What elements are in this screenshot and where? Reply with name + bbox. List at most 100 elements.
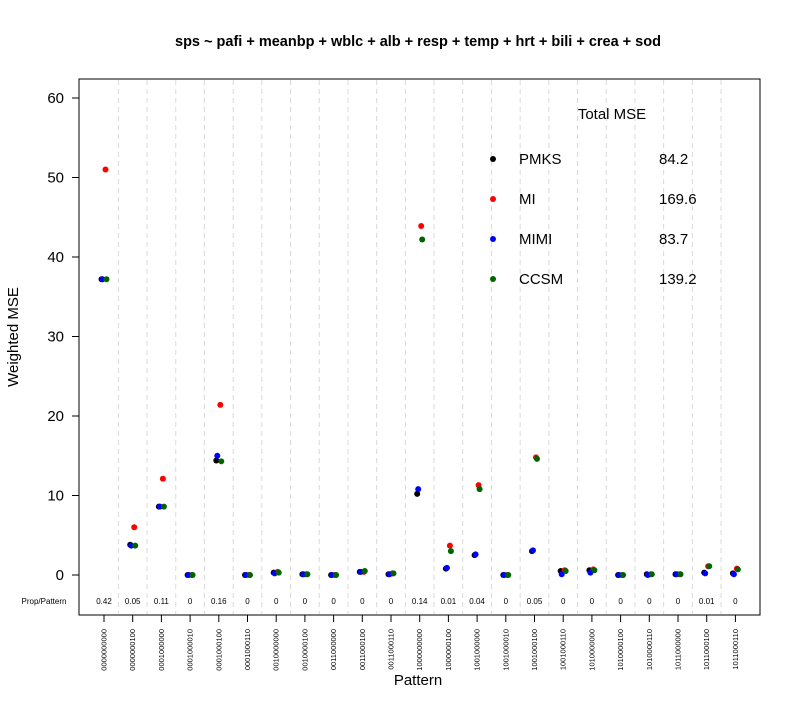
prop-value: 0 (188, 597, 193, 606)
y-axis-label: Weighted MSE (5, 287, 22, 387)
legend-total: 169.6 (659, 191, 697, 208)
point-ccsm (447, 548, 454, 555)
legend-marker (490, 156, 496, 162)
point-ccsm (734, 566, 741, 573)
x-tick-label: 0011000000 (329, 629, 338, 670)
prop-value: 0.04 (469, 597, 485, 606)
point-ccsm (419, 236, 426, 243)
point-mi (159, 475, 166, 482)
x-tick-label: 1010000110 (645, 629, 654, 670)
legend-label: PMKS (519, 151, 562, 168)
prop-value: 0 (360, 597, 365, 606)
y-tick-label: 40 (47, 249, 64, 266)
point-mi (418, 222, 425, 229)
point-mimi (214, 452, 221, 459)
prop-value: 0.42 (96, 597, 112, 606)
prop-value: 0 (561, 597, 566, 606)
point-ccsm (132, 542, 139, 549)
y-tick-label: 0 (56, 567, 64, 584)
point-mi (131, 524, 138, 531)
x-tick-label: 0000000000 (100, 629, 109, 671)
legend-marker (490, 276, 496, 282)
prop-value: 0 (389, 597, 394, 606)
point-ccsm (505, 572, 512, 578)
prop-value: 0 (245, 597, 250, 606)
point-ccsm (648, 571, 655, 578)
x-tick-label: 1011000000 (674, 629, 683, 670)
point-ccsm (247, 572, 253, 578)
point-ccsm (160, 503, 167, 510)
prop-value: 0.14 (412, 597, 428, 606)
plot-frame (78, 78, 761, 616)
legend: Total MSE PMKS 84.2 MI 169.6 MIMI 83.7 CCSM 139… (490, 106, 697, 288)
prop-value: 0.11 (154, 597, 170, 606)
data-points (98, 166, 741, 578)
prop-value: 0.05 (125, 597, 141, 606)
prop-value: 0 (676, 597, 681, 606)
point-ccsm (591, 567, 598, 574)
point-ccsm (333, 572, 340, 578)
prop-value: 0 (733, 597, 738, 606)
x-tick-label: 1011000110 (731, 629, 740, 670)
point-ccsm (390, 570, 397, 577)
point-pmks (213, 457, 220, 464)
legend-total: 83.7 (659, 231, 688, 248)
x-tick-label: 0000000100 (128, 629, 137, 671)
prop-value: 0.05 (527, 597, 543, 606)
legend-title: Total MSE (578, 106, 646, 123)
point-mi (217, 401, 224, 408)
x-tick-label: 0011000100 (358, 629, 367, 670)
prop-pattern-row: 0.42 0.05 0.11 0 0.16 0 0 0 0 0 0 0.14 0.01 0.04 0 0.05… (96, 597, 738, 606)
x-tick-label: 1010000100 (616, 629, 625, 671)
point-ccsm (562, 568, 569, 575)
point-ccsm (534, 455, 540, 462)
legend-label: MI (519, 191, 536, 208)
x-tick-label: 1001000100 (530, 629, 539, 671)
point-ccsm (218, 458, 225, 465)
point-mimi (472, 551, 479, 558)
prop-pattern-label: Prop/Pattern (22, 597, 67, 606)
point-ccsm (304, 571, 311, 578)
point-ccsm (275, 569, 282, 576)
prop-value: 0 (590, 597, 595, 606)
point-ccsm (361, 568, 368, 575)
point-mi (102, 166, 109, 173)
prop-value: 0 (504, 597, 509, 606)
y-tick-label: 30 (47, 329, 64, 346)
point-ccsm (189, 572, 196, 578)
x-axis-label: Pattern (394, 672, 442, 689)
x-tick-label: 1001000110 (559, 629, 568, 670)
x-tick-label: 0001000110 (243, 629, 252, 670)
chart-title: sps ~ pafi + meanbp + wblc + alb + resp … (175, 34, 661, 50)
point-mimi (415, 486, 422, 493)
point-mimi (530, 547, 536, 554)
x-tick-label: 1000000100 (444, 629, 453, 671)
x-tick-label: 1010000000 (587, 629, 596, 671)
point-mimi (730, 571, 737, 578)
point-mi (446, 542, 453, 549)
x-axis: 0000000000 0000000100 0001000000 0001000010… (100, 615, 740, 671)
point-ccsm (706, 563, 713, 570)
x-tick-label: 0001000000 (157, 629, 166, 671)
point-ccsm (476, 486, 483, 493)
point-ccsm (620, 572, 627, 578)
legend-marker (490, 196, 496, 202)
point-mimi (558, 571, 565, 578)
legend-label: CCSM (519, 271, 563, 288)
legend-marker (490, 236, 496, 242)
x-tick-label: 1000000000 (415, 629, 424, 671)
x-tick-label: 1001000010 (501, 629, 510, 671)
point-mimi (443, 564, 450, 571)
x-tick-label: 0001000100 (214, 629, 223, 671)
point-ccsm (103, 276, 110, 283)
x-tick-label: 1001000000 (473, 629, 482, 671)
x-tick-label: 0010000100 (300, 629, 309, 671)
legend-total: 139.2 (659, 271, 697, 288)
x-tick-label: 0011000110 (387, 629, 396, 670)
y-tick-label: 60 (47, 90, 64, 107)
legend-label: MIMI (519, 231, 552, 248)
legend-total: 84.2 (659, 151, 688, 168)
prop-value: 0 (647, 597, 652, 606)
prop-value: 0.01 (699, 597, 715, 606)
